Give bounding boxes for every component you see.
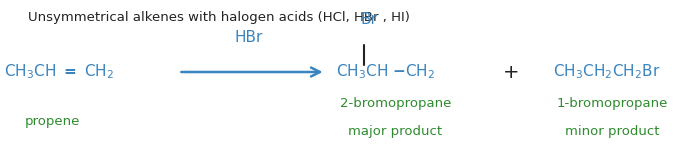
Text: CH$_3$CH $\mathbf{=}$ CH$_2$: CH$_3$CH $\mathbf{=}$ CH$_2$ <box>4 63 113 81</box>
Text: Br: Br <box>360 12 377 27</box>
Text: CH$_3$CH $\mathbf{-}$CH$_2$: CH$_3$CH $\mathbf{-}$CH$_2$ <box>336 63 435 81</box>
Text: 1-bromopropane: 1-bromopropane <box>556 96 668 110</box>
Text: minor product: minor product <box>566 125 659 138</box>
Text: propene: propene <box>25 114 80 128</box>
Text: Unsymmetrical alkenes with halogen acids (HCl, HBr , HI): Unsymmetrical alkenes with halogen acids… <box>28 11 410 24</box>
Text: 2-bromopropane: 2-bromopropane <box>340 96 452 110</box>
Text: HBr: HBr <box>234 30 262 45</box>
Text: major product: major product <box>349 125 442 138</box>
Text: +: + <box>503 63 519 81</box>
Text: CH$_3$CH$_2$CH$_2$Br: CH$_3$CH$_2$CH$_2$Br <box>553 63 660 81</box>
